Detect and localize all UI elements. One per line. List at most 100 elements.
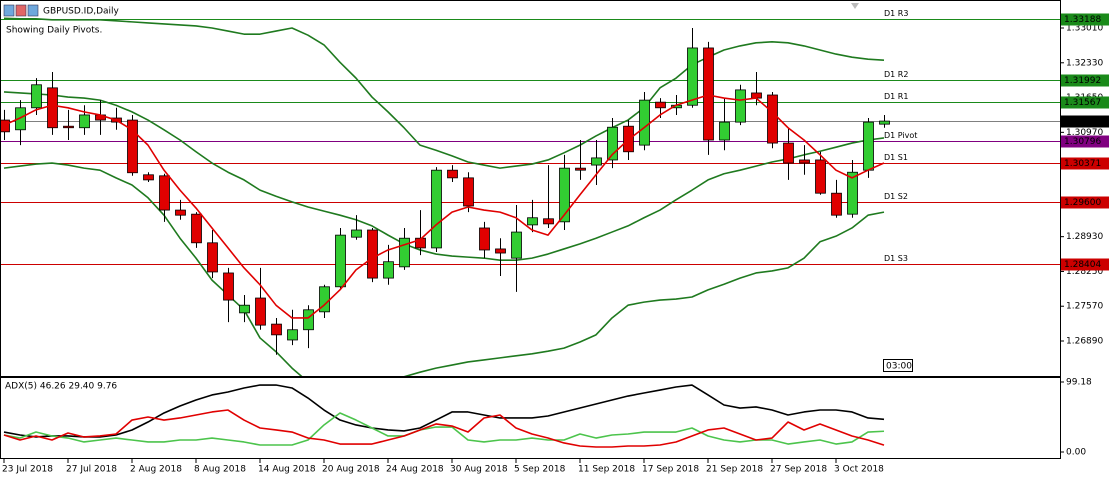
y-tick-label: 1.32330 [1066,58,1103,68]
candle-body [63,125,74,129]
candle-body [847,171,858,215]
main-panel-frame [0,0,1061,377]
candle-body [383,261,394,279]
pivot-price-label: 1.30371 [1064,159,1101,169]
indicator-line [3,412,885,446]
pivot-name: D1 R1 [884,92,908,101]
candle-body [367,229,378,279]
candle-body [655,101,666,109]
indicator-line [3,17,885,169]
x-tick-label: 2 Aug 2018 [130,465,182,475]
chart-title: GBPUSD.ID,Daily [43,7,120,17]
candle-body [255,297,266,326]
main-plot [1,17,1060,376]
candle-body [543,218,554,225]
time-label: 03:00 [886,362,912,372]
candle-body [271,323,282,336]
x-tick-label: 11 Sep 2018 [578,465,635,475]
indicator-line [3,91,885,261]
x-tick-label: 23 Jul 2018 [2,465,53,475]
x-tick-label: 5 Sep 2018 [514,465,566,475]
pivot-name: D1 Pivot [884,131,917,140]
pivot-price-box [1061,74,1109,87]
candle-body [159,175,170,211]
pivot-name: D1 S1 [884,153,908,162]
time-box [883,359,913,372]
candle-body [511,231,522,259]
candle-body [287,329,298,341]
candle-body [495,248,506,254]
pivot-price-label: 1.31992 [1064,76,1101,86]
candle-body [175,209,186,216]
x-tick-label: 24 Aug 2018 [386,465,444,475]
indicator-line [3,162,885,376]
y-tick-label: 1.27570 [1066,302,1103,312]
pivot-price-label: 1.29600 [1064,198,1101,208]
indicator-line [3,384,885,438]
pivot-price-label: 1.30796 [1064,137,1101,147]
candle-body [223,272,234,301]
x-tick-label: 30 Aug 2018 [450,465,508,475]
candle-body [431,169,442,249]
pivot-price-box [1061,196,1109,209]
candle-body [239,304,250,314]
candle-body [15,107,26,131]
candle-body [575,167,586,171]
candle-body [687,47,698,106]
candle-body [527,217,538,226]
pivot-price-box [1061,13,1109,26]
candle-body [303,309,314,331]
y-tick-label: 0.00 [1066,448,1086,458]
candle-body [719,121,730,141]
y-tick-label: 1.26890 [1066,336,1103,346]
candle-body [207,242,218,273]
x-tick-label: 14 Aug 2018 [258,465,316,475]
pivot-name: D1 S3 [884,254,908,263]
y-tick-label: 99.18 [1066,378,1092,388]
pivot-name: D1 R3 [884,9,908,18]
candle-body [783,142,794,164]
candle-body [799,159,810,164]
candle-body [447,169,458,179]
pivot-price-box [1061,258,1109,271]
symbol-icon [3,4,39,17]
adx-plot [3,384,885,448]
candle-body [607,126,618,161]
candle-body [463,177,474,207]
x-tick-label: 3 Oct 2018 [834,465,884,475]
candle-body [751,92,762,99]
y-tick-label: 1.28930 [1066,232,1103,242]
x-tick-label: 27 Sep 2018 [770,465,827,475]
candle-body [31,84,42,109]
last-price-label: 1.31197 [1064,117,1101,127]
x-tick-label: 17 Sep 2018 [642,465,699,475]
pivot-price-label: 1.33188 [1064,15,1101,25]
indicator-line [3,409,885,448]
candle-body [767,94,778,144]
last-price-box [1061,115,1109,128]
candle-body [1,119,10,133]
pivot-price-box [1061,157,1109,170]
x-tick-label: 27 Jul 2018 [66,465,117,475]
pivot-name: D1 R2 [884,70,908,79]
x-tick-label: 21 Sep 2018 [706,465,763,475]
x-tick-label: 8 Aug 2018 [194,465,246,475]
indicator-line [3,94,885,319]
adx-panel-frame [0,377,1061,459]
candle-body [335,234,346,288]
candle-body [79,114,90,129]
candle-body [559,167,570,223]
candle-body [143,174,154,181]
candle-body [47,87,58,129]
candle-body [879,120,890,125]
adx-title: ADX(5) 46.26 29.40 9.76 [5,382,117,392]
candle-body [735,89,746,123]
y-tick-label: 1.30970 [1066,128,1103,138]
y-tick-label: 1.28250 [1066,267,1103,277]
pivot-price-label: 1.28404 [1064,260,1101,270]
candle-body [831,192,842,216]
candle-body [591,157,602,166]
